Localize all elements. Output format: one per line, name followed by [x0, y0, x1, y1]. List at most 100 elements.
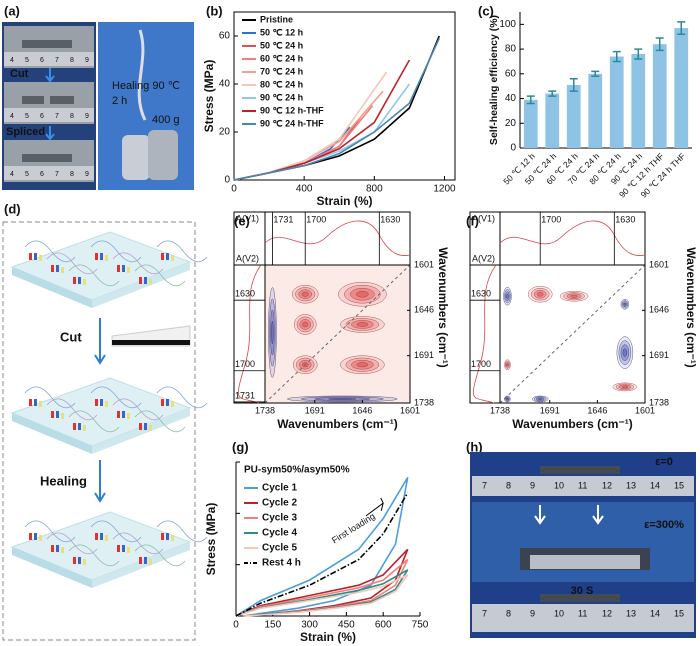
hard-segment: [78, 277, 81, 284]
annotation: First loading: [330, 511, 377, 545]
ruler-number: 7: [482, 480, 487, 490]
y-tick-label: 40: [219, 79, 231, 90]
hard-segment: [73, 423, 76, 430]
ruler-number: 9: [85, 171, 89, 178]
photo-label: 400 g: [152, 114, 180, 126]
x-tick-label: 400: [296, 184, 313, 195]
contour: [351, 360, 374, 370]
hard-segment: [117, 411, 120, 418]
hard-segment: [83, 559, 86, 565]
hard-segment: [161, 399, 164, 406]
hard-segment: [78, 557, 81, 564]
ruler: [4, 108, 94, 122]
contour: [345, 357, 380, 372]
hard-segment: [105, 535, 108, 541]
slab-side: [12, 547, 92, 588]
step-label: Cut: [60, 329, 82, 344]
ruler: [530, 555, 640, 569]
hard-segment: [117, 265, 120, 272]
hard-segment: [100, 399, 103, 406]
y-axis-title: Self-healing efficiency (%): [488, 15, 500, 145]
panel-label: (e): [234, 213, 250, 228]
hard-segment: [56, 545, 59, 552]
contour: [537, 292, 544, 297]
ruler-number: 11: [578, 608, 587, 618]
hard-segment: [105, 401, 108, 407]
ruler-number: 4: [10, 171, 14, 178]
contour: [621, 385, 629, 389]
photo-label: ε=0: [655, 456, 673, 468]
x-tick-label: 1738: [490, 405, 510, 415]
contour: [356, 291, 369, 298]
hard-segment: [144, 557, 147, 564]
legend-label: 50 ℃ 24 h: [260, 40, 303, 50]
x-tick-label: 150: [264, 620, 281, 631]
y-tick-label: 1646: [649, 305, 669, 315]
x-axis-title: Strain (%): [300, 630, 356, 644]
error-bar: [655, 37, 664, 52]
contour: [292, 285, 319, 304]
hard-segment: [61, 413, 64, 419]
arrow: [45, 126, 55, 141]
hard-segment: [171, 535, 174, 541]
y-axis-title: Wavenumbers (cm⁻¹): [436, 247, 450, 368]
panel-label: (g): [232, 439, 249, 454]
contour: [296, 316, 314, 333]
spectrum-frame: [233, 211, 411, 404]
sample: [22, 40, 72, 48]
ruler-number: 9: [530, 608, 535, 618]
contour: [532, 395, 549, 403]
bar: [566, 84, 581, 148]
contour: [350, 288, 375, 301]
hard-segment: [149, 279, 152, 285]
hard-segment: [122, 411, 125, 418]
contour: [298, 289, 312, 299]
ruler-number: 10: [554, 608, 564, 618]
hard-segment: [95, 533, 98, 540]
annotation-arrow: [365, 497, 384, 517]
contour: [506, 398, 509, 400]
panel-border: [2, 221, 196, 641]
polymer-chain: [134, 544, 186, 567]
hard-segment: [127, 547, 130, 553]
peak-label: 1630: [471, 289, 491, 299]
polymer-chain: [156, 386, 208, 409]
ruler-number: 13: [626, 480, 636, 490]
ruler-number: 7: [55, 57, 59, 64]
ruler-number: 5: [25, 171, 29, 178]
ruler-number: 8: [70, 171, 74, 178]
contour: [345, 318, 380, 331]
hard-segment: [83, 279, 86, 285]
hard-segment: [29, 399, 32, 406]
x-axis-title: Wavenumbers (cm⁻¹): [277, 417, 398, 431]
hard-segment: [166, 533, 169, 540]
ruler-number: 15: [674, 608, 684, 618]
error-bar: [634, 48, 643, 60]
ruler-number: 11: [578, 480, 587, 490]
bar: [609, 56, 624, 148]
contour: [356, 322, 369, 327]
spectrum-label: A(V2): [472, 253, 495, 263]
bar: [523, 99, 538, 148]
sample: [540, 594, 620, 602]
hard-segment: [139, 557, 142, 564]
hard-segment: [149, 425, 152, 431]
contour: [570, 294, 578, 298]
polymer-chain: [46, 398, 98, 421]
contour: [302, 321, 309, 328]
contour: [340, 355, 385, 374]
y-tick-label: 0: [510, 143, 516, 154]
legend-label: Cycle 4: [262, 528, 297, 539]
hard-segment: [34, 253, 37, 260]
error-bar: [677, 21, 686, 36]
x-tick-label: 0: [231, 184, 237, 195]
legend-label: 90 ℃ 24 h: [260, 92, 303, 102]
ruler-number: 10: [554, 480, 564, 490]
contour: [504, 359, 511, 370]
x-tick-label: 1601: [400, 405, 420, 415]
hard-segment: [73, 277, 76, 284]
polymer-chain: [68, 410, 120, 433]
polymer-chain: [156, 520, 208, 543]
hard-segment: [29, 253, 32, 260]
contour: [536, 397, 545, 401]
